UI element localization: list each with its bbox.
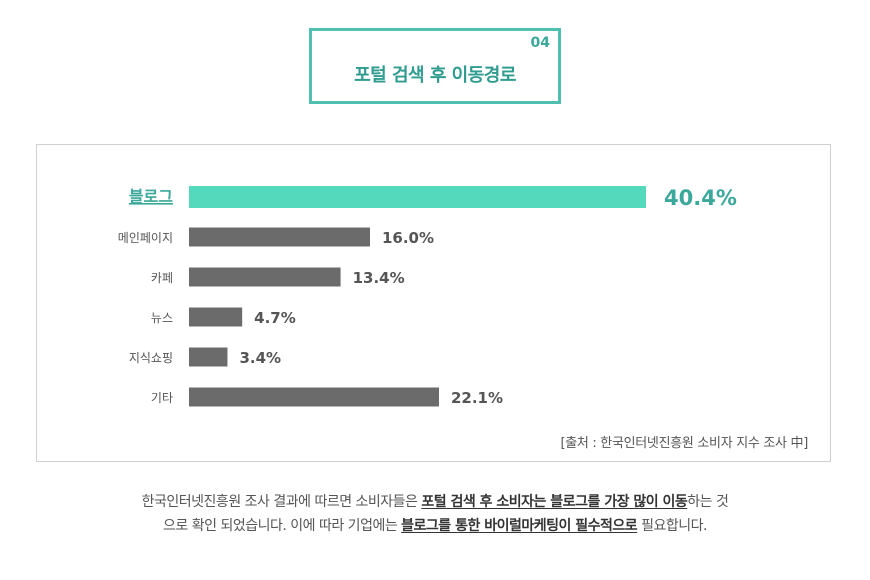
bar: [189, 267, 341, 287]
bar: [189, 186, 646, 208]
description-emphasis: 포털 검색 후 소비자는 블로그를 가장 많이 이동: [421, 494, 688, 510]
bar: [189, 347, 228, 367]
value-label: 22.1%: [451, 389, 503, 407]
description-emphasis: 블로그를 통한 바이럴마케팅이 필수적으로: [401, 518, 638, 534]
chart-panel: 블로그 40.4% 메인페이지 16.0% 카페 13.4% 뉴스 4.7% 지식쇼핑 3.4% 기…: [36, 144, 831, 462]
bar: [189, 227, 370, 247]
description-text: 으로 확인 되었습니다. 이에 따라 기업에는: [163, 518, 402, 534]
bar: [189, 307, 243, 327]
page-title: 포털 검색 후 이동경로: [354, 65, 516, 86]
value-label: 40.4%: [664, 186, 737, 210]
source-note: [출처 : 한국인터넷진흥원 소비자 지수 조사 中]: [560, 436, 808, 451]
bar: [189, 387, 439, 407]
value-label: 3.4%: [239, 349, 281, 367]
category-label: 지식쇼핑: [129, 351, 173, 365]
value-label: 16.0%: [382, 229, 434, 247]
description-line-1: 한국인터넷진흥원 조사 결과에 따르면 소비자들은 포털 검색 후 소비자는 블…: [0, 490, 870, 514]
description-line-2: 으로 확인 되었습니다. 이에 따라 기업에는 블로그를 통한 바이럴마케팅이 …: [0, 514, 870, 538]
bar-chart: 블로그 40.4% 메인페이지 16.0% 카페 13.4% 뉴스 4.7% 지식쇼핑 3.4% 기…: [118, 186, 737, 407]
description-text: 한국인터넷진흥원 조사 결과에 따르면 소비자들은: [141, 494, 422, 510]
category-label: 메인페이지: [118, 231, 173, 245]
title-number: 04: [530, 35, 550, 51]
description: 한국인터넷진흥원 조사 결과에 따르면 소비자들은 포털 검색 후 소비자는 블…: [0, 490, 870, 538]
category-label: 뉴스: [151, 311, 173, 325]
description-text: 하는 것: [687, 494, 729, 510]
category-label: 블로그: [129, 187, 173, 206]
category-label: 기타: [151, 391, 173, 405]
description-text: 필요합니다.: [637, 518, 707, 534]
category-label: 카페: [151, 271, 173, 285]
value-label: 4.7%: [254, 309, 296, 327]
title-box: 04 포털 검색 후 이동경로: [309, 28, 561, 104]
value-label: 13.4%: [353, 269, 405, 287]
